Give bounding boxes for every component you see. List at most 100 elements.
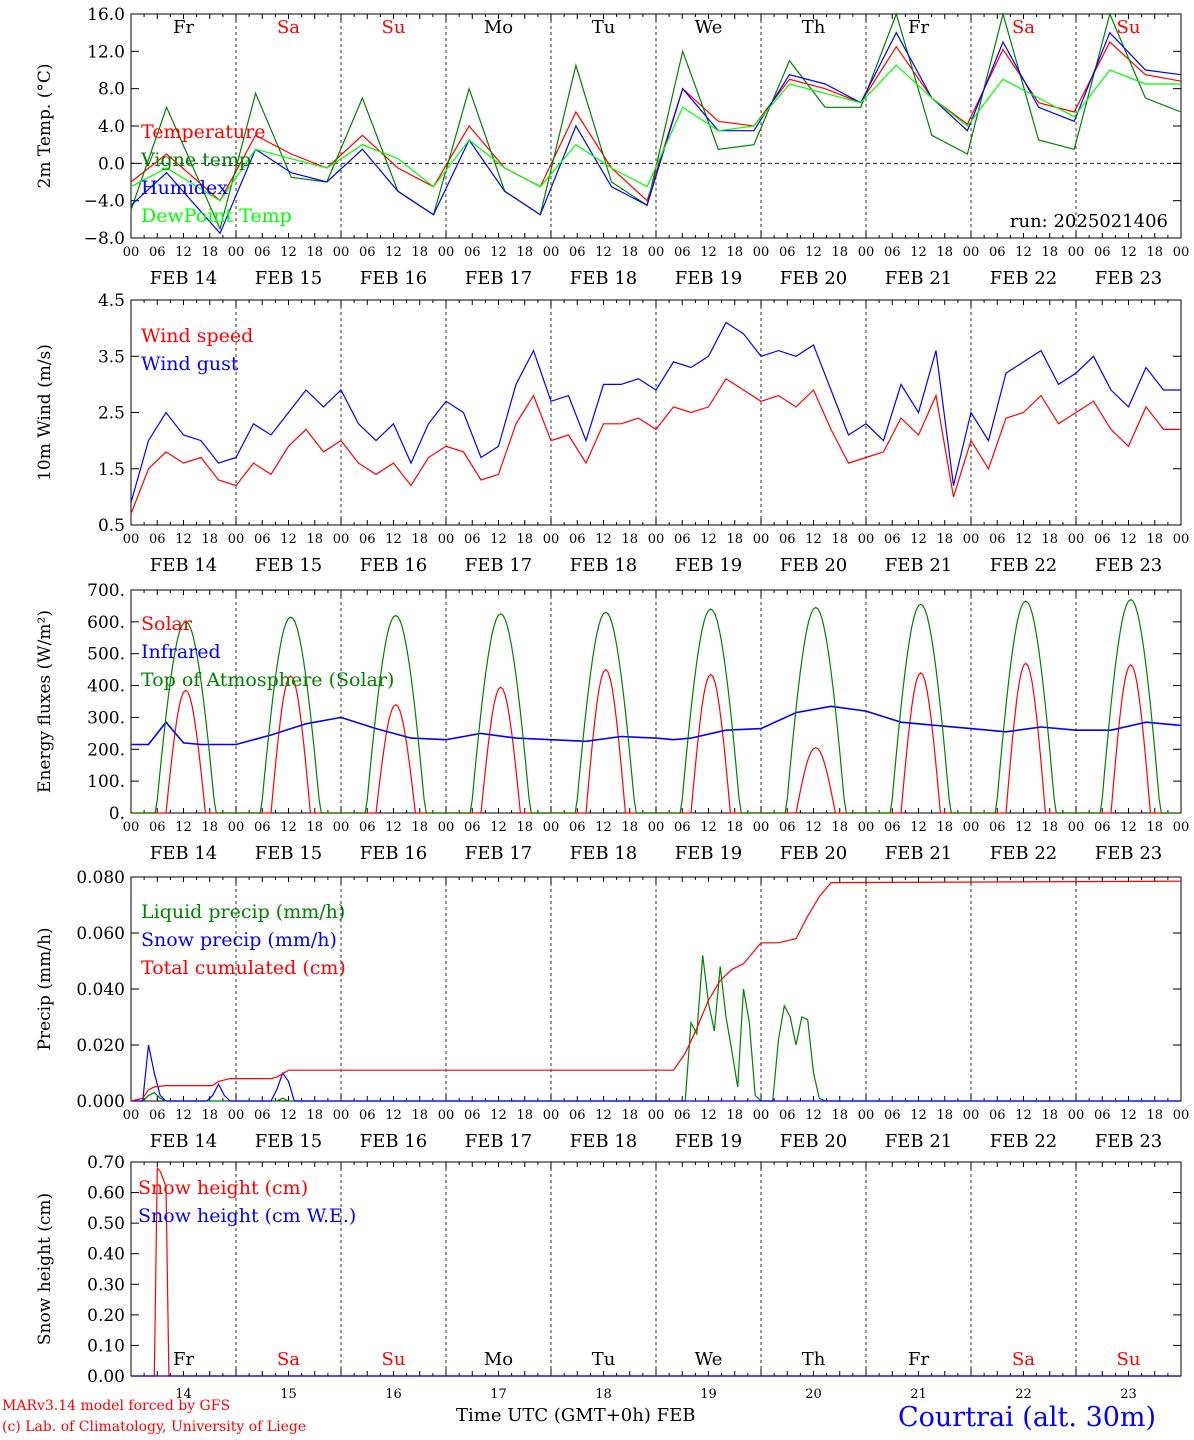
x-date-label: FEB 15 <box>255 843 322 864</box>
x-hour-label: 00 <box>753 820 770 835</box>
y-tick-label: 0.0 <box>98 154 125 174</box>
x-hour-label: 00 <box>1173 820 1190 835</box>
weekday-label: Fr <box>173 17 194 38</box>
x-date-label: FEB 19 <box>675 268 742 289</box>
x-hour-label: 12 <box>805 532 822 547</box>
x-hour-label: 00 <box>438 532 455 547</box>
x-hour-label: 18 <box>831 532 848 547</box>
x-hour-label: 12 <box>910 820 927 835</box>
x-hour-label: 06 <box>359 245 376 260</box>
x-hour-label: 12 <box>490 820 507 835</box>
x-axis-label: Time UTC (GMT+0h) <box>456 1405 651 1426</box>
x-hour-label: 12 <box>280 532 297 547</box>
x-date-label: FEB 14 <box>150 843 217 864</box>
x-hour-label: 06 <box>569 1108 586 1123</box>
y-tick-label: 700. <box>87 581 125 601</box>
x-hour-label: 18 <box>411 820 428 835</box>
x-hour-label: 18 <box>201 820 218 835</box>
x-date-label: FEB 16 <box>360 268 427 289</box>
x-hour-label: 18 <box>306 245 323 260</box>
y-tick-label: −8.0 <box>84 229 125 249</box>
panel-4 <box>130 876 1182 1102</box>
x-hour-label: 06 <box>149 245 166 260</box>
y-tick-label: 4.0 <box>98 117 125 137</box>
x-hour-label: 12 <box>280 820 297 835</box>
weekday-label: Su <box>382 17 406 38</box>
x-hour-label: 00 <box>543 820 560 835</box>
day-number-label: 23 <box>1120 1387 1137 1402</box>
y-tick-label: 300. <box>87 708 125 728</box>
x-date-label: FEB 15 <box>255 268 322 289</box>
x-hour-label: 18 <box>726 245 743 260</box>
y-tick-label: 0.50 <box>87 1214 125 1234</box>
y-tick-label: 600. <box>87 613 125 633</box>
day-number-label: 22 <box>1015 1387 1032 1402</box>
x-date-label: FEB 18 <box>570 1131 637 1152</box>
series-line-liquid-precip-mm-h- <box>131 955 1181 1102</box>
x-hour-label: 12 <box>1015 820 1032 835</box>
y-tick-label: 0.60 <box>87 1184 125 1204</box>
x-hour-label: 18 <box>726 532 743 547</box>
x-date-label: FEB 14 <box>150 555 217 576</box>
y-axis-label: Snow height (cm) <box>35 1193 55 1345</box>
series-line-total-cumulated-cm- <box>130 880 1182 1102</box>
x-hour-label: 12 <box>1120 820 1137 835</box>
weekday-label-bottom: Sa <box>277 1349 300 1370</box>
x-hour-label: 00 <box>1173 245 1190 260</box>
x-hour-label: 18 <box>726 820 743 835</box>
x-hour-label: 12 <box>805 1108 822 1123</box>
x-hour-label: 00 <box>648 532 665 547</box>
y-tick-label: 0.080 <box>76 868 125 888</box>
series-line-temperature <box>130 41 1182 202</box>
x-hour-label: 18 <box>201 532 218 547</box>
x-hour-label: 00 <box>228 532 245 547</box>
x-date-label: FEB 14 <box>150 1131 217 1152</box>
weekday-label-bottom: Tu <box>592 1349 616 1370</box>
legend-entry: Wind gust <box>141 353 239 375</box>
x-hour-label: 06 <box>464 820 481 835</box>
x-hour-label: 18 <box>936 1108 953 1123</box>
legend-entry: Wind speed <box>141 325 253 347</box>
y-tick-label: 1.5 <box>98 460 125 480</box>
x-hour-label: 00 <box>963 1108 980 1123</box>
x-hour-label: 18 <box>516 820 533 835</box>
x-hour-label: 00 <box>543 1108 560 1123</box>
x-hour-label: 18 <box>411 245 428 260</box>
legend-entry: Snow precip (mm/h) <box>141 929 337 951</box>
panel-3 <box>130 589 1182 814</box>
x-hour-label: 00 <box>333 1108 350 1123</box>
legend-entry: Vigne temp <box>140 149 251 171</box>
x-hour-label: 12 <box>595 1108 612 1123</box>
x-hour-label: 00 <box>753 1108 770 1123</box>
x-hour-label: 12 <box>385 1108 402 1123</box>
x-hour-label: 06 <box>779 1108 796 1123</box>
x-hour-label: 18 <box>621 245 638 260</box>
x-hour-label: 06 <box>674 532 691 547</box>
y-tick-label: 12.0 <box>87 42 125 62</box>
x-hour-label: 00 <box>438 245 455 260</box>
legend-entry: Top of Atmosphere (Solar) <box>141 669 394 691</box>
y-tick-label: −4.0 <box>84 192 125 212</box>
x-date-label: FEB 22 <box>990 1131 1057 1152</box>
legend-entry: Snow height (cm) <box>138 1177 308 1199</box>
x-hour-label: 06 <box>1094 1108 1111 1123</box>
x-hour-label: 12 <box>280 245 297 260</box>
x-date-label: FEB 18 <box>570 555 637 576</box>
x-date-label: FEB 17 <box>465 1131 532 1152</box>
day-number-label: 16 <box>385 1387 402 1402</box>
weekday-label-bottom: Su <box>382 1349 406 1370</box>
x-hour-label: 00 <box>858 532 875 547</box>
model-credit: MARv3.14 model forced by GFS <box>2 1398 231 1414</box>
x-hour-label: 06 <box>464 245 481 260</box>
weekday-label-bottom: We <box>695 1349 723 1370</box>
x-hour-label: 00 <box>228 245 245 260</box>
day-number-label: 18 <box>595 1387 612 1402</box>
weekday-label-bottom: Th <box>802 1349 826 1370</box>
x-hour-label: 00 <box>123 245 140 260</box>
x-date-label: FEB 19 <box>675 555 742 576</box>
x-hour-label: 12 <box>1015 532 1032 547</box>
x-hour-label: 06 <box>1094 532 1111 547</box>
run-label: run: 2025021406 <box>1010 211 1168 232</box>
x-hour-label: 12 <box>1120 532 1137 547</box>
x-hour-label: 18 <box>831 1108 848 1123</box>
